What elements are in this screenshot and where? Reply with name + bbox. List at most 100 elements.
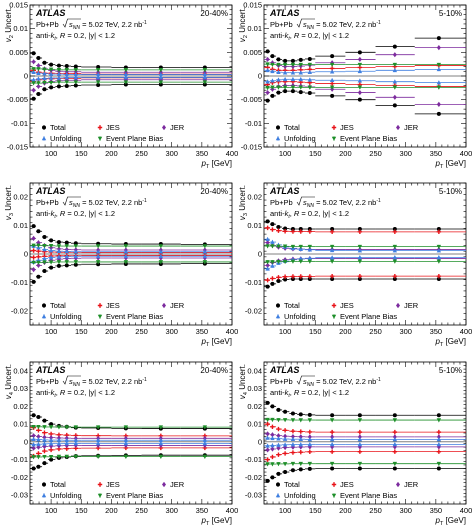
- data-point: [31, 77, 36, 82]
- data-point: [48, 71, 54, 76]
- data-point: [265, 447, 270, 453]
- data-point: [276, 426, 281, 432]
- data-point: [158, 253, 164, 259]
- x-tick-label: 350: [430, 149, 443, 158]
- data-point: [298, 227, 303, 232]
- data-point: [123, 75, 129, 80]
- centrality-label: 20-40%: [200, 366, 228, 375]
- data-point: [123, 72, 129, 77]
- data-point: [307, 274, 313, 279]
- data-point: [202, 260, 208, 265]
- x-tick-label: 150: [75, 149, 88, 158]
- legend-entry: JES: [340, 123, 354, 132]
- jet-label: anti-kt, R = 0.2, |y| < 1.2: [270, 209, 349, 220]
- data-point: [64, 454, 69, 460]
- data-point: [298, 70, 303, 75]
- data-point: [158, 249, 164, 254]
- data-point: [283, 277, 288, 282]
- collision-label: Pb+Pb sNN = 5.02 TeV, 2.2 nb-1: [270, 20, 381, 31]
- x-tick-label: 250: [369, 149, 382, 158]
- data-point: [73, 75, 79, 80]
- x-tick-label: 150: [75, 327, 88, 336]
- data-point: [270, 239, 275, 244]
- data-point: [73, 253, 79, 259]
- x-tick-label: 300: [165, 327, 178, 336]
- data-point: [36, 243, 41, 248]
- data-point: [48, 437, 54, 442]
- data-point: [298, 244, 303, 250]
- data-point: [307, 259, 313, 264]
- legend-entry: Total: [284, 301, 300, 310]
- y-tick-label: -0.015: [241, 143, 262, 152]
- data-point: [357, 429, 363, 435]
- x-tick-label: 400: [226, 327, 239, 336]
- series-jes-down: [264, 273, 466, 283]
- data-point: [96, 77, 101, 83]
- data-point: [392, 449, 398, 454]
- y-tick-label: -0.01: [245, 455, 262, 464]
- data-point: [357, 436, 363, 442]
- data-point: [436, 255, 442, 260]
- series-unfolding-down: [264, 76, 466, 85]
- data-point: [330, 227, 335, 232]
- data-point: [298, 57, 303, 62]
- series-unfolding-down: [30, 441, 232, 447]
- data-point: [298, 467, 303, 472]
- data-point: [330, 413, 335, 418]
- data-point: [276, 278, 281, 283]
- data-point: [329, 273, 335, 279]
- data-point: [36, 455, 41, 460]
- data-point: [283, 89, 288, 94]
- data-point: [31, 87, 36, 93]
- data-point: [392, 461, 398, 467]
- data-point: [73, 64, 78, 69]
- data-point: [96, 65, 101, 70]
- data-point: [31, 445, 36, 451]
- data-point: [357, 418, 363, 423]
- y-tick-label: 0.02: [13, 193, 28, 202]
- data-point: [158, 441, 164, 446]
- y-axis-title: v3 Uncert.: [238, 185, 249, 220]
- data-point: [392, 67, 398, 73]
- data-point: [123, 437, 129, 443]
- data-point: [436, 436, 442, 442]
- x-tick-label: 150: [309, 149, 322, 158]
- data-point: [436, 259, 442, 264]
- data-point: [202, 253, 208, 259]
- data-point: [270, 263, 275, 268]
- data-point: [270, 432, 275, 438]
- data-point: [270, 417, 275, 423]
- data-point: [36, 62, 41, 69]
- x-tick-label: 400: [460, 149, 473, 158]
- data-point: [282, 428, 288, 433]
- legend-entry: JER: [170, 480, 185, 489]
- data-point: [270, 68, 275, 74]
- sqrt-sign: [296, 18, 315, 28]
- data-point: [123, 80, 129, 85]
- x-tick-label: 400: [460, 327, 473, 336]
- data-point: [36, 444, 41, 450]
- data-point: [392, 434, 397, 440]
- data-point: [64, 260, 69, 265]
- data-point: [307, 461, 313, 467]
- data-point: [73, 244, 79, 249]
- data-point: [56, 425, 62, 430]
- data-point: [56, 68, 62, 73]
- data-point: [48, 425, 54, 430]
- data-point: [329, 429, 335, 435]
- data-point: [270, 78, 275, 83]
- data-point: [307, 449, 313, 455]
- data-point: [357, 78, 363, 83]
- data-point: [307, 247, 313, 252]
- data-point: [56, 248, 62, 253]
- legend: Total JES JER Unfolding Event Plane Bias: [41, 301, 185, 321]
- data-point: [290, 227, 295, 232]
- x-tick-label: 100: [45, 149, 58, 158]
- data-point: [48, 260, 54, 265]
- data-point: [31, 59, 36, 65]
- legend-entry: Unfolding: [50, 134, 82, 143]
- data-point: [290, 444, 295, 450]
- data-point: [31, 243, 36, 248]
- data-point: [158, 77, 163, 83]
